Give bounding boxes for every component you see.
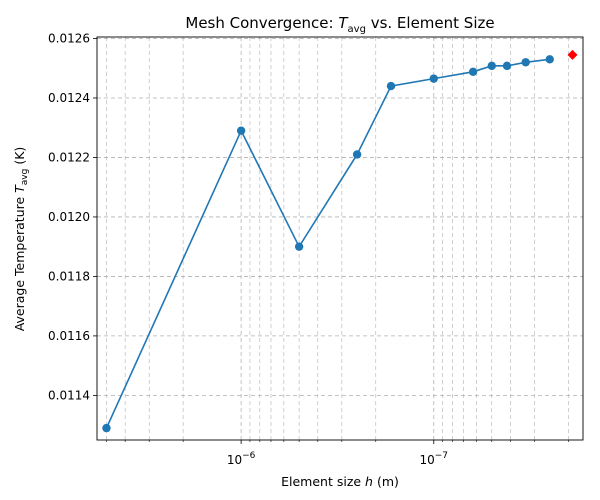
data-point	[521, 58, 530, 67]
y-tick-label: 0.0124	[48, 91, 90, 105]
y-tick-label: 0.0126	[48, 31, 90, 45]
data-point	[102, 423, 111, 433]
y-tick-label: 0.0118	[48, 269, 90, 283]
tick-marks	[93, 38, 569, 444]
y-axis-label: Average Temperature Tavg (K)	[12, 147, 30, 332]
data-point	[429, 74, 438, 83]
y-tick-label: 0.0116	[48, 329, 90, 343]
y-tick-label: 0.0120	[48, 210, 90, 224]
x-axis-label: Element size h (m)	[281, 474, 399, 489]
data-point	[502, 61, 512, 71]
y-tick-label: 0.0114	[48, 388, 90, 402]
data-point	[545, 55, 554, 64]
data-point	[294, 242, 304, 251]
axes	[96, 36, 584, 441]
series	[102, 49, 578, 433]
data-point	[468, 67, 478, 76]
highlight-point	[567, 49, 578, 60]
data-point	[386, 81, 396, 91]
x-tick-label: 10−7	[419, 451, 448, 467]
y-tick-labels: 0.0114 0.0116 0.0118 0.0120 0.0122 0.0124 0.01…	[48, 31, 90, 402]
data-point	[352, 150, 362, 159]
data-point	[236, 126, 246, 135]
plot-frame	[96, 36, 584, 441]
y-tick-label: 0.0122	[48, 150, 90, 164]
chart-title: Mesh Convergence: Tavg vs. Element Size	[185, 14, 494, 35]
x-tick-label: 10−6	[227, 451, 256, 467]
x-tick-labels: 10−6 10−7	[227, 451, 448, 467]
data-point	[487, 61, 496, 71]
grid	[97, 37, 583, 440]
